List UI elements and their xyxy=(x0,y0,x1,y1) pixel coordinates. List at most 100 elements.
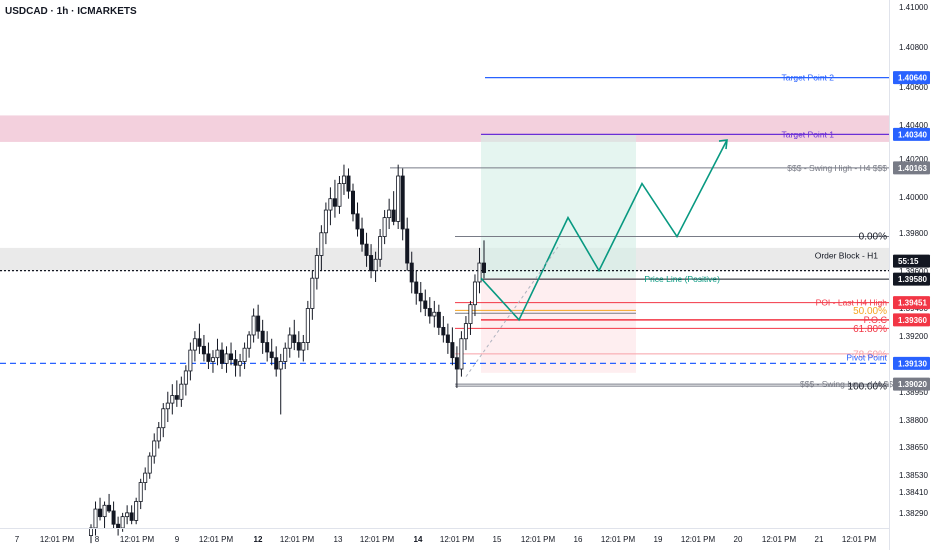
candle-down xyxy=(274,357,279,370)
badge-swing-low-bg xyxy=(893,377,930,391)
candle-down xyxy=(229,353,234,360)
candles-layer xyxy=(89,164,486,544)
candle-up xyxy=(179,383,184,400)
candle-up xyxy=(188,349,193,372)
y-tick-label: 1.40200 xyxy=(899,155,928,164)
time-axis[interactable]: 7 12:01 PM 8 12:01 PM 9 12:01 PM 12 12:01 PM 13 1… xyxy=(15,535,877,544)
candle-up xyxy=(310,277,315,309)
x-tick-label: 12:01 PM xyxy=(199,535,234,544)
label-fib-618: 61.80% xyxy=(853,324,887,335)
candle-up xyxy=(387,209,392,219)
candle-down xyxy=(98,508,103,518)
x-tick-label: 13 xyxy=(334,535,343,544)
y-tick-label: 1.39600 xyxy=(899,267,928,276)
candle-up xyxy=(210,357,215,362)
candle-down xyxy=(360,228,365,245)
badge-poc-bg xyxy=(893,313,930,327)
candle-up xyxy=(373,258,378,272)
badge-poi: 1.39451 xyxy=(898,299,927,308)
candle-up xyxy=(382,217,387,237)
candle-up xyxy=(120,516,125,529)
y-tick-label: 1.38530 xyxy=(899,471,928,480)
x-tick-label: 12:01 PM xyxy=(360,535,395,544)
candle-up xyxy=(396,175,401,222)
badge-countdown: 55:15 xyxy=(898,257,919,266)
badge-pivot: 1.39130 xyxy=(898,359,927,368)
y-tick-label: 1.38290 xyxy=(899,509,928,518)
badge-target-2: 1.40640 xyxy=(898,74,927,83)
y-tick-label: 1.39200 xyxy=(899,332,928,341)
candle-up xyxy=(134,501,139,521)
label-price-line: Price Line (Positive) xyxy=(644,274,720,284)
candle-down xyxy=(116,523,121,529)
candle-up xyxy=(328,198,333,211)
candle-down xyxy=(256,315,261,332)
candle-down xyxy=(111,510,116,525)
label-pivot: Pivot Point xyxy=(846,352,887,362)
candle-down xyxy=(436,311,441,328)
x-tick-label: 20 xyxy=(734,535,743,544)
x-tick-label: 12:01 PM xyxy=(762,535,797,544)
x-tick-label: 9 xyxy=(175,535,180,544)
candle-down xyxy=(107,504,112,512)
badge-current-price-bg xyxy=(893,272,930,286)
candle-down xyxy=(197,338,202,347)
badge-poi-bg xyxy=(893,296,930,310)
order-block-zone xyxy=(0,247,889,271)
candle-up xyxy=(165,402,170,410)
candle-down xyxy=(296,342,301,351)
candle-down xyxy=(219,349,224,364)
badge-poc: 1.39360 xyxy=(898,316,927,325)
candle-up xyxy=(89,527,94,536)
candle-up xyxy=(152,440,157,457)
candle-down xyxy=(418,292,423,302)
candle-up xyxy=(378,236,383,260)
price-badges-layer: 1.40640 1.40340 1.40163 55:15 1.39580 1.39451… xyxy=(893,71,930,391)
candle-up xyxy=(156,427,161,442)
y-tick-label: 1.39800 xyxy=(899,229,928,238)
x-tick-label: 8 xyxy=(95,535,100,544)
candle-down xyxy=(265,342,270,353)
candle-up xyxy=(247,334,252,349)
candle-up xyxy=(143,472,148,483)
y-tick-label: 1.38410 xyxy=(899,488,928,497)
candle-down xyxy=(350,190,355,215)
badge-swing-high-bg xyxy=(893,161,930,175)
chart-levels-layer xyxy=(0,76,889,387)
candle-down xyxy=(454,357,459,370)
candle-down xyxy=(332,198,337,207)
candle-down xyxy=(269,351,274,359)
candle-up xyxy=(192,338,197,351)
candle-up xyxy=(301,342,306,351)
label-target-1: Target Point 1 xyxy=(782,129,835,139)
candle-down xyxy=(364,243,369,256)
candle-up xyxy=(170,395,175,404)
x-tick-label: 16 xyxy=(574,535,583,544)
chart-zones-layer xyxy=(0,115,889,373)
badge-countdown-bg xyxy=(893,254,930,268)
badge-pivot-bg xyxy=(893,356,930,370)
candle-down xyxy=(391,209,396,222)
x-tick-label: 14 xyxy=(414,535,423,544)
x-tick-label: 12:01 PM xyxy=(601,535,636,544)
candle-up xyxy=(314,255,319,279)
supply-zone xyxy=(0,115,889,142)
badge-current-price: 1.39580 xyxy=(898,275,927,284)
candle-down xyxy=(129,512,134,521)
candle-down xyxy=(201,345,206,355)
x-tick-label: 12:01 PM xyxy=(842,535,877,544)
candle-up xyxy=(305,308,310,343)
badge-target-1-bg xyxy=(893,127,930,141)
price-axis[interactable]: 1.41000 1.40800 1.40600 1.40400 1.40200 1.400… xyxy=(899,3,928,518)
candle-up xyxy=(138,482,143,502)
candle-down xyxy=(355,213,360,230)
y-tick-label: 1.38950 xyxy=(899,388,928,397)
candle-up xyxy=(477,262,482,283)
x-tick-label: 12:01 PM xyxy=(280,535,315,544)
x-tick-label: 15 xyxy=(493,535,502,544)
candle-down xyxy=(409,262,414,283)
candle-up xyxy=(337,183,342,207)
y-tick-label: 1.40600 xyxy=(899,83,928,92)
y-tick-label: 1.40800 xyxy=(899,43,928,52)
